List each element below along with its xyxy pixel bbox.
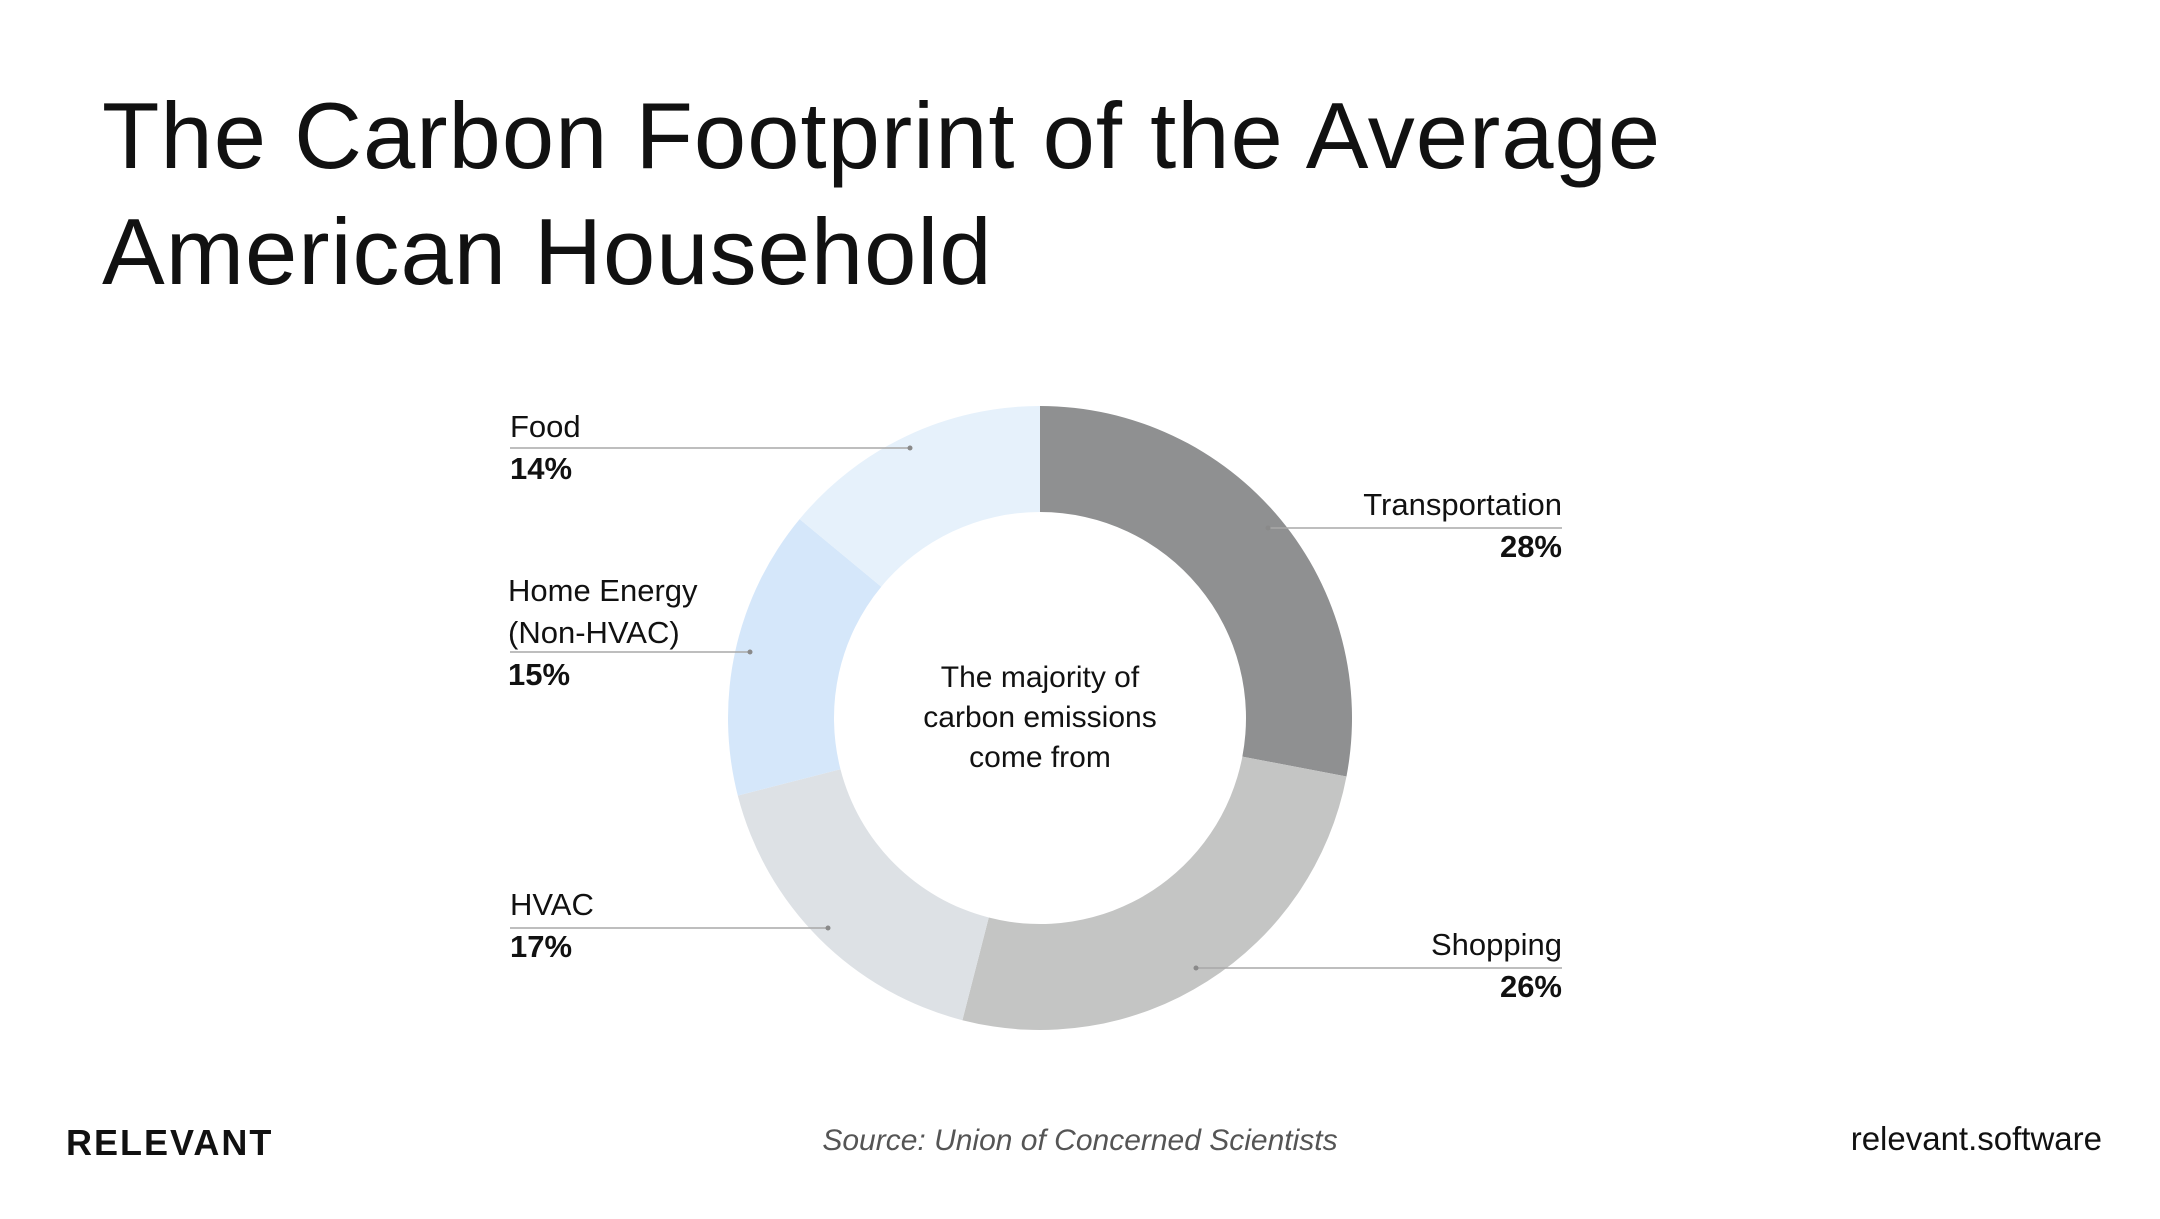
donut-slice-transportation [1040, 406, 1352, 777]
leader-dot [825, 925, 831, 931]
brand-logo: RELEVANT [66, 1122, 274, 1163]
center-text-line: carbon emissions [923, 701, 1157, 734]
slice-label-name: Shopping [1430, 927, 1562, 962]
slice-label-value: 17% [510, 929, 573, 964]
center-text-line: come from [969, 741, 1111, 774]
slice-label: Transportation 28% [1363, 484, 1562, 568]
slice-label: Home Energy (Non-HVAC) 15% [508, 570, 698, 696]
slice-label-value: 28% [1499, 529, 1562, 564]
leader-dot [1193, 965, 1199, 971]
site-url: relevant.software [1850, 1120, 2102, 1157]
slice-label-value: 15% [508, 657, 571, 692]
slice-label: Shopping 26% [1431, 924, 1562, 1008]
source-note: Source: Union of Concerned Scientists [822, 1124, 1338, 1157]
leader-dot [747, 649, 753, 655]
donut-slice-hvac [737, 769, 989, 1021]
slice-label-name: Home Energy [508, 573, 698, 608]
donut-center-text: The majority of carbon emissions come fr… [880, 658, 1200, 778]
donut-slice-home-energy-non-hvac [727, 519, 882, 796]
slice-label-name: (Non-HVAC) [508, 615, 680, 650]
slice-label: Food 14% [510, 406, 581, 490]
slice-label-name: Transportation [1363, 487, 1562, 522]
slice-label-name: Food [510, 409, 581, 444]
chart-title: The Carbon Footprint of the Average Amer… [102, 83, 1662, 304]
slice-label: HVAC 17% [510, 884, 594, 968]
donut-slice-food [799, 406, 1040, 587]
slice-label-value: 14% [510, 451, 573, 486]
donut-slice-shopping [962, 756, 1347, 1030]
slice-label-name: HVAC [510, 887, 594, 922]
slice-label-value: 26% [1499, 969, 1562, 1004]
leader-dot [907, 445, 913, 451]
leader-dot [1265, 525, 1271, 531]
center-text-line: The majority of [940, 661, 1140, 694]
